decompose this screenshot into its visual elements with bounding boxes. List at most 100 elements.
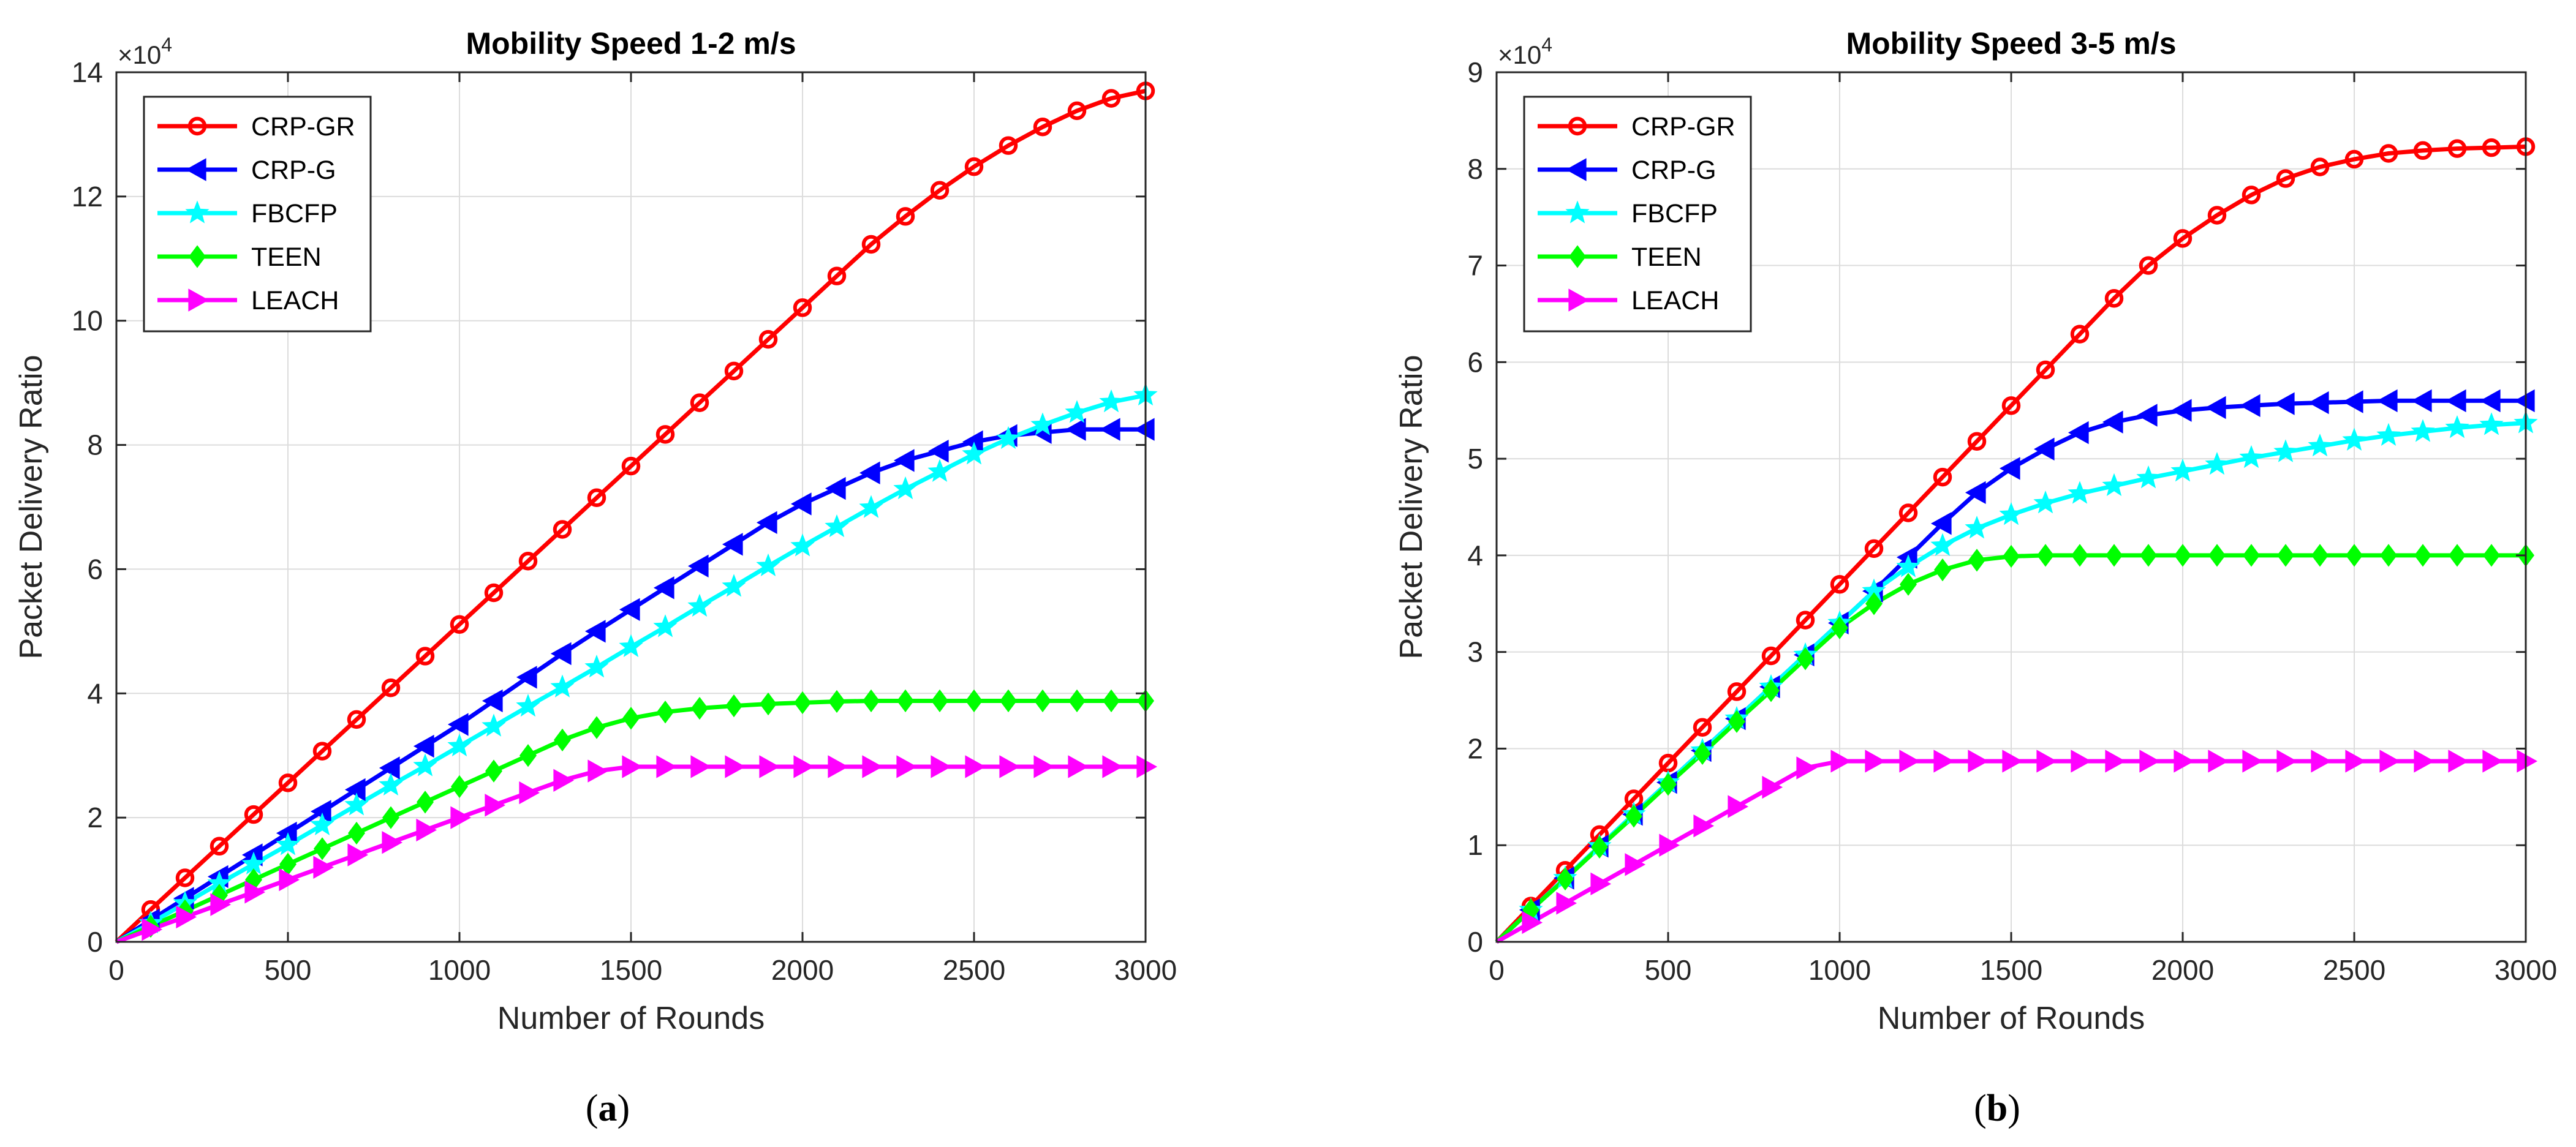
data-point-crp-gr	[964, 157, 984, 176]
data-point-teen	[451, 775, 468, 799]
data-point-teen	[965, 689, 983, 713]
y-tick-label: 14	[72, 56, 103, 88]
data-point-crp-g	[2205, 396, 2226, 419]
data-point-crp-g	[722, 533, 743, 556]
data-point-crp-g	[379, 756, 400, 780]
data-point-fbcfp	[584, 655, 609, 678]
y-exponent-label: ×104	[118, 34, 172, 69]
data-point-crp-g	[482, 689, 503, 713]
data-point-crp-g	[2308, 391, 2329, 415]
data-point-crp-gr	[518, 552, 538, 571]
data-point-teen	[554, 728, 571, 752]
panel-label: (b)	[1974, 1088, 2020, 1129]
data-point-fbcfp	[2033, 491, 2058, 514]
data-point-crp-gr	[1830, 574, 1849, 594]
legend-marker-crp-gr	[187, 116, 207, 136]
x-tick-label: 2000	[771, 954, 834, 986]
data-point-teen	[1830, 616, 1849, 639]
data-point-leach	[2036, 750, 2058, 773]
data-point-crp-gr	[655, 425, 675, 444]
data-point-teen	[2483, 544, 2500, 567]
data-point-teen	[2414, 544, 2431, 567]
y-axis-label: Packet Delivery Ratio	[13, 355, 49, 659]
data-point-crp-gr	[1796, 611, 1815, 630]
data-point-crp-g	[687, 554, 709, 578]
x-tick-label: 2500	[943, 954, 1005, 986]
data-point-leach	[656, 755, 678, 778]
data-point-leach	[2448, 750, 2469, 773]
data-point-leach	[244, 881, 266, 904]
y-tick-label: 8	[1467, 153, 1483, 185]
data-point-crp-gr	[1864, 539, 1884, 558]
data-point-crp-gr	[2207, 206, 2227, 225]
data-point-leach	[313, 856, 334, 879]
y-tick-label: 4	[1467, 540, 1483, 571]
data-point-leach	[931, 755, 952, 778]
data-point-fbcfp	[344, 792, 369, 816]
data-point-leach	[862, 755, 883, 778]
data-point-crp-gr	[450, 615, 469, 634]
data-point-crp-gr	[1898, 503, 1918, 522]
x-tick-label: 0	[108, 954, 124, 986]
data-point-crp-gr	[690, 393, 709, 412]
data-point-leach	[690, 755, 712, 778]
data-point-teen	[1762, 679, 1780, 702]
legend-label-fbcfp: FBCFP	[1631, 199, 1718, 228]
data-point-fbcfp	[2273, 439, 2298, 462]
data-point-leach	[1830, 750, 1852, 773]
y-tick-label: 10	[72, 305, 103, 337]
data-point-crp-gr	[312, 742, 332, 761]
data-point-teen	[1900, 573, 1917, 596]
legend-marker-crp-gr	[1568, 116, 1587, 136]
data-point-leach	[2242, 750, 2264, 773]
data-point-leach	[2379, 750, 2401, 773]
data-point-fbcfp	[1065, 400, 1089, 423]
data-point-fbcfp	[962, 442, 986, 465]
data-point-crp-gr	[793, 298, 812, 317]
data-point-leach	[2174, 750, 2195, 773]
y-tick-label: 5	[1467, 443, 1483, 475]
x-tick-label: 500	[1645, 954, 1692, 986]
data-point-teen	[828, 690, 845, 713]
legend-marker-crp-g	[1565, 158, 1587, 181]
data-point-crp-g	[2342, 390, 2363, 413]
data-point-leach	[1625, 853, 1646, 876]
data-point-crp-g	[1099, 418, 1120, 441]
legend-marker-fbcfp	[1565, 200, 1590, 224]
data-point-fbcfp	[893, 476, 918, 500]
data-point-crp-gr	[2482, 138, 2501, 157]
data-point-leach	[759, 755, 780, 778]
data-point-crp-g	[825, 476, 846, 500]
data-point-leach	[1136, 755, 1158, 778]
data-point-crp-gr	[1967, 432, 1987, 451]
y-tick-label: 0	[87, 926, 103, 958]
data-point-crp-gr	[210, 837, 229, 856]
data-point-teen	[417, 791, 434, 814]
data-point-crp-gr	[1101, 89, 1121, 108]
data-point-fbcfp	[2479, 412, 2504, 435]
data-point-fbcfp	[379, 772, 403, 796]
data-point-teen	[2140, 544, 2157, 567]
data-point-leach	[1968, 750, 1989, 773]
data-point-fbcfp	[2102, 473, 2126, 496]
data-point-crp-g	[584, 620, 606, 643]
x-axis-label: Number of Rounds	[497, 1001, 765, 1036]
data-point-leach	[2311, 750, 2332, 773]
data-point-crp-gr	[2379, 144, 2398, 163]
data-point-crp-g	[2033, 437, 2055, 461]
data-point-crp-g	[1965, 481, 1986, 505]
data-point-teen	[1934, 558, 1951, 582]
data-point-crp-g	[344, 778, 366, 802]
data-point-fbcfp	[790, 533, 815, 557]
data-point-teen	[2071, 544, 2088, 567]
data-point-crp-gr	[2310, 157, 2330, 176]
x-axis-label: Number of Rounds	[1878, 1001, 2145, 1036]
data-point-teen	[2106, 544, 2123, 567]
data-point-teen	[1034, 689, 1051, 713]
data-point-teen	[760, 692, 777, 716]
data-point-crp-gr	[587, 488, 606, 508]
x-tick-label: 2000	[2151, 954, 2214, 986]
legend: CRP-GR CRP-G FBCFP TEEN LEACH	[1523, 96, 1752, 333]
data-point-crp-gr	[1033, 118, 1052, 137]
x-tick-label: 0	[1489, 954, 1505, 986]
